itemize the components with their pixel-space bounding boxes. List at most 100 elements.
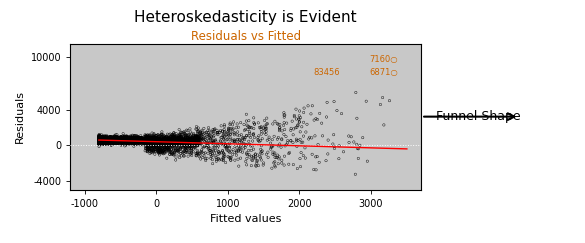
Point [99,137,108,140]
Point [102,138,111,142]
Point [169,138,178,142]
Point [286,139,295,143]
Point [131,139,140,143]
Point [125,139,135,142]
Point [140,139,149,143]
Point [130,136,140,139]
Point [191,136,200,140]
Point [102,137,111,141]
Point [104,138,113,142]
Point [136,140,145,144]
Point [112,137,121,141]
Point [113,140,122,144]
Point [129,136,139,140]
Point [103,137,112,141]
Point [105,138,115,142]
Point [94,139,104,142]
Point [166,139,175,142]
Point [143,145,152,149]
Point [142,137,151,140]
Point [251,152,260,156]
Point [94,137,104,141]
Point [95,136,105,140]
Point [165,152,174,156]
Point [106,139,115,143]
Point [94,138,104,142]
Point [102,138,112,141]
Point [139,138,149,142]
Point [96,136,105,140]
Point [143,150,152,154]
Point [201,158,211,162]
Point [128,138,137,142]
Point [96,141,105,145]
Point [186,145,195,149]
Point [112,136,121,140]
Point [116,137,125,140]
Point [131,139,140,143]
Point [94,139,104,143]
Point [307,112,316,116]
Point [112,139,121,143]
Point [96,142,105,146]
Point [168,133,177,137]
Point [178,130,188,134]
Point [94,140,104,144]
Point [94,137,104,141]
Point [135,139,144,143]
Point [108,138,118,142]
Point [184,142,194,146]
Point [97,140,106,144]
Point [182,138,191,142]
Point [98,135,108,139]
Point [99,138,108,142]
Point [106,137,116,140]
Point [97,138,106,142]
Point [128,138,137,141]
Point [94,136,104,140]
Point [111,140,120,144]
Point [112,140,121,144]
Point [122,139,131,143]
Point [167,140,176,144]
Point [123,139,133,143]
Point [195,138,205,142]
Point [120,135,129,139]
Point [145,133,154,137]
Point [157,137,166,141]
Point [95,141,104,145]
Point [99,140,109,144]
Point [165,144,174,148]
Point [108,138,118,142]
Point [177,137,186,140]
Point [106,137,115,141]
Point [154,140,164,144]
Point [179,135,188,139]
Point [94,135,104,139]
Point [94,139,104,143]
Point [173,139,183,143]
Point [162,139,171,143]
Point [175,143,184,147]
Point [97,139,106,143]
Point [135,137,144,141]
Point [135,139,144,143]
Point [112,136,121,140]
Point [192,148,202,152]
Point [99,137,109,140]
Point [269,144,278,148]
Point [198,132,208,136]
Point [167,138,177,142]
Point [112,138,122,141]
Point [146,146,155,150]
Point [94,139,104,143]
Point [132,140,141,144]
Point [104,139,113,143]
Point [179,138,188,142]
Point [116,135,125,139]
Point [124,139,133,143]
Point [161,138,171,142]
Point [217,142,226,146]
Point [95,139,104,143]
Point [147,141,156,145]
